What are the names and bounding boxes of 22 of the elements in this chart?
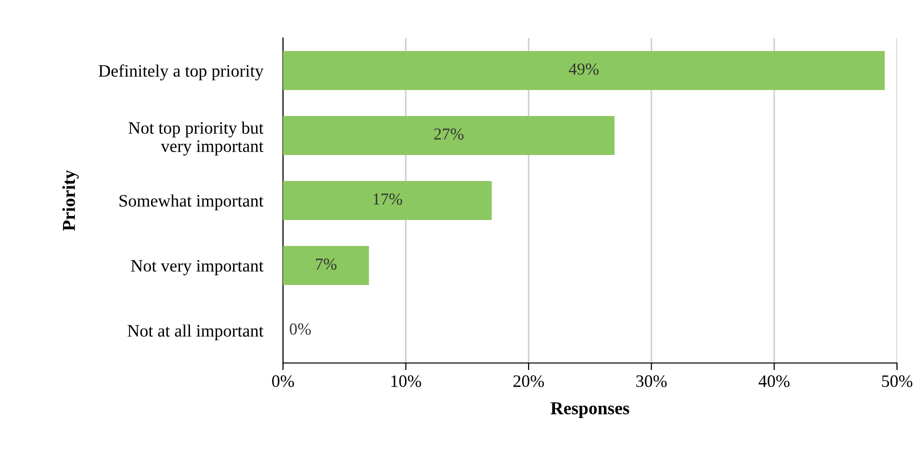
- x-tick-label: 20%: [513, 375, 544, 388]
- x-tick-label: 10%: [391, 375, 422, 388]
- bar: [283, 181, 492, 220]
- y-tick-label: Somewhat important: [120, 194, 264, 210]
- y-tick-label: Not top priority but very important: [128, 122, 264, 156]
- data-label: 17%: [374, 193, 402, 205]
- x-tick-label: 30%: [636, 375, 667, 388]
- x-tick-label: 40%: [758, 375, 790, 388]
- data-label: 0%: [290, 323, 311, 335]
- y-tick-label: Definitely a top priority: [98, 64, 264, 80]
- y-tick-label: Not very important: [130, 260, 264, 276]
- data-label: 7%: [316, 258, 337, 270]
- data-label: 49%: [568, 63, 599, 75]
- data-label: 27%: [434, 128, 464, 140]
- y-axis-title: Priority: [62, 170, 79, 231]
- x-axis-title: Responses: [550, 402, 630, 418]
- bar: [283, 116, 615, 155]
- y-tick-label: Not at all important: [128, 324, 264, 340]
- bar: [283, 51, 885, 90]
- bar: [283, 246, 369, 285]
- x-tick-label: 0%: [272, 375, 294, 388]
- x-tick-label: 50%: [882, 375, 912, 388]
